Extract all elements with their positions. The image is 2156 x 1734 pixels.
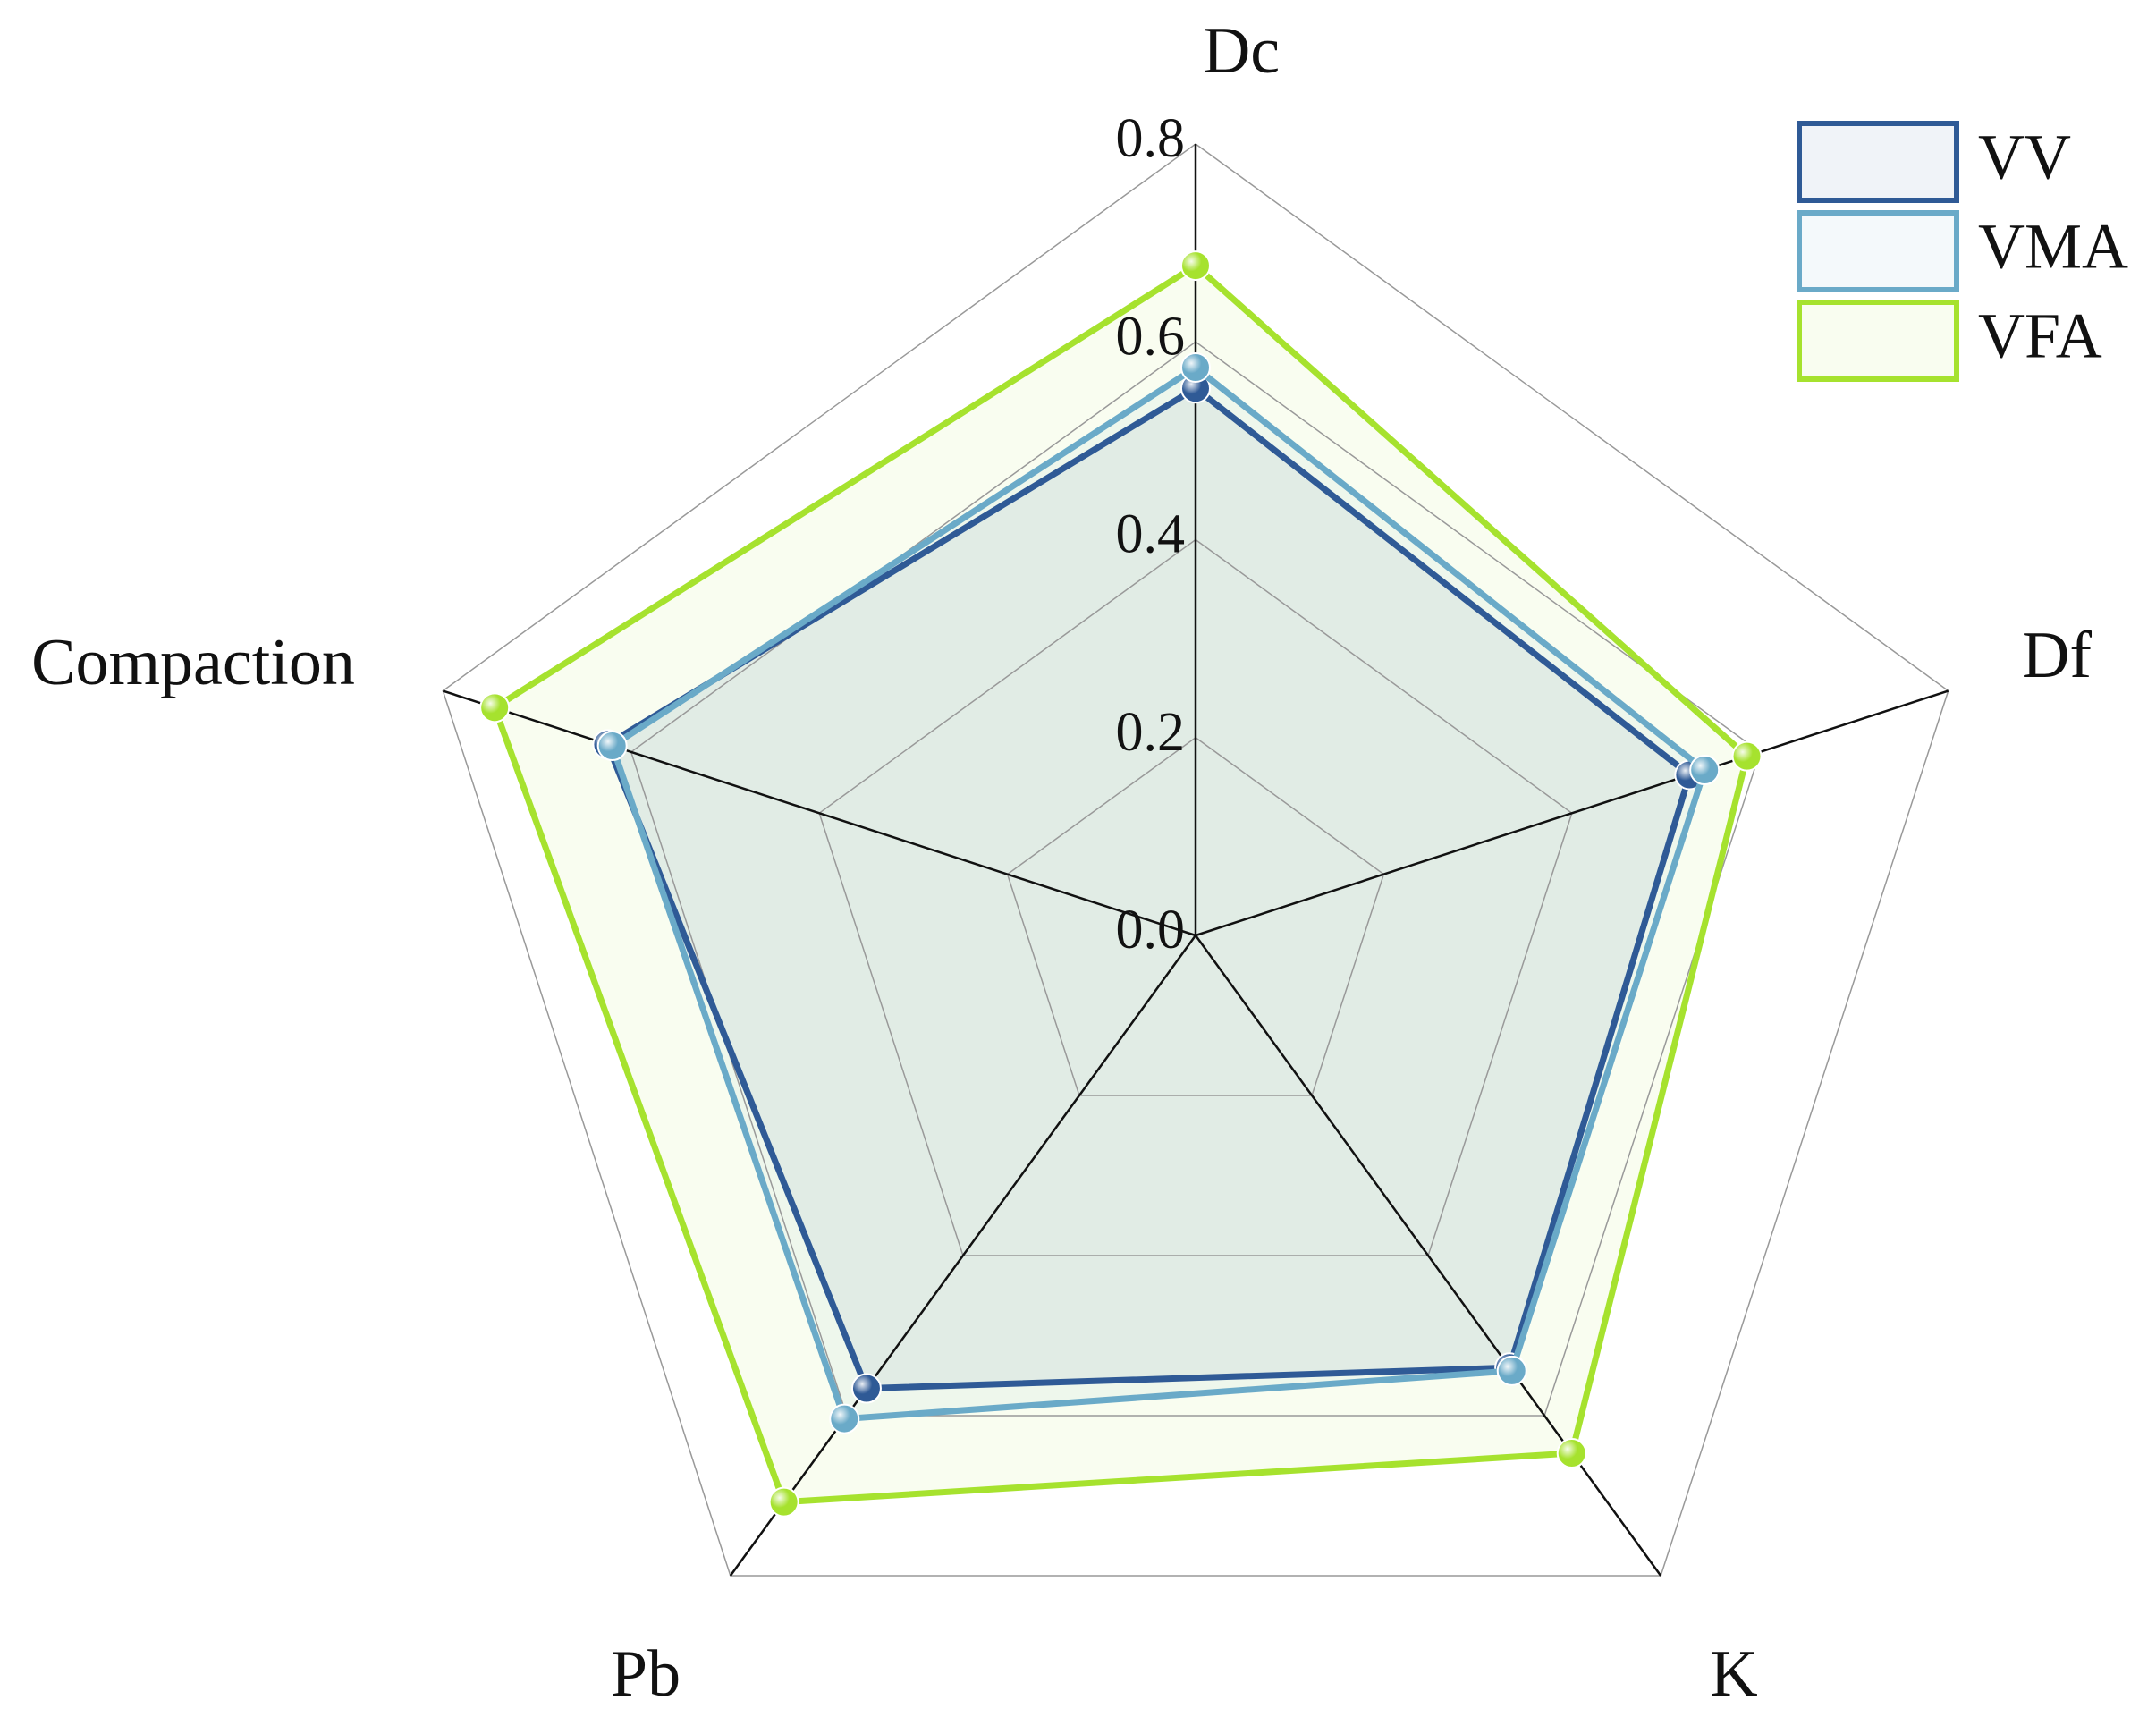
point-shine bbox=[1497, 1356, 1526, 1385]
point-shine bbox=[1181, 374, 1210, 403]
tick-label: 0.8 bbox=[1116, 108, 1186, 169]
grid-ring bbox=[442, 143, 1949, 1577]
grid-ring bbox=[818, 538, 1573, 1256]
point-shine bbox=[1690, 756, 1720, 785]
series-area bbox=[612, 368, 1705, 1419]
series-area bbox=[607, 388, 1690, 1389]
axis-spoke bbox=[1194, 935, 1662, 1577]
point-shine bbox=[1181, 353, 1210, 383]
grid-ring bbox=[1006, 736, 1385, 1096]
tick-label: 0.4 bbox=[1116, 504, 1186, 565]
series-line bbox=[491, 262, 1751, 1506]
tick-label: 0.6 bbox=[1116, 306, 1186, 367]
legend-label: VFA bbox=[1978, 300, 2102, 372]
series-line bbox=[609, 364, 1708, 1423]
category-label: K bbox=[1710, 1637, 1757, 1711]
category-label: Dc bbox=[1203, 14, 1280, 88]
tick-label: 0.2 bbox=[1116, 702, 1186, 763]
axis-spoke bbox=[729, 935, 1197, 1577]
point-shine bbox=[1557, 1439, 1586, 1468]
point-shine bbox=[1181, 251, 1210, 281]
category-label: Df bbox=[2022, 619, 2092, 692]
legend-swatch bbox=[1797, 210, 1959, 292]
point-shine bbox=[480, 693, 510, 723]
legend-label: VV bbox=[1978, 122, 2071, 193]
axis-spoke bbox=[442, 689, 1196, 937]
point-shine bbox=[597, 732, 627, 761]
axis-spoke bbox=[1195, 689, 1949, 937]
category-label: Compaction bbox=[31, 626, 355, 699]
point-shine bbox=[1732, 741, 1762, 771]
series-area bbox=[495, 266, 1747, 1502]
legend-swatch bbox=[1797, 121, 1959, 203]
point-shine bbox=[851, 1374, 881, 1403]
legend-swatch bbox=[1797, 300, 1959, 382]
point-shine bbox=[830, 1404, 859, 1434]
category-label: Pb bbox=[611, 1637, 681, 1711]
tick-label: 0.0 bbox=[1116, 900, 1186, 960]
point-shine bbox=[769, 1487, 799, 1517]
legend-label: VMA bbox=[1978, 211, 2128, 283]
